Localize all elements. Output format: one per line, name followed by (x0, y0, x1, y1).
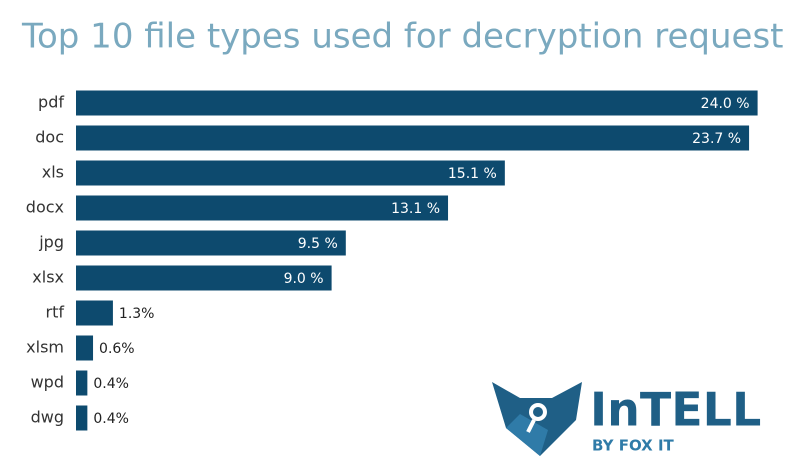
data-label: 1.3% (119, 306, 155, 322)
data-label: 13.1 % (391, 201, 440, 217)
bar (76, 265, 332, 291)
bar (76, 230, 346, 256)
data-label: 24.0 % (701, 96, 750, 112)
y-tick-label: doc (35, 128, 64, 147)
data-label: 0.4% (93, 376, 129, 392)
logo: InTELL BY FOX IT (492, 382, 761, 456)
bar (76, 405, 88, 431)
bar (76, 90, 758, 116)
data-label: 23.7 % (692, 131, 741, 147)
bar (76, 300, 113, 326)
logo-tagline: BY FOX IT (592, 437, 675, 455)
logo-lens-inner (533, 407, 543, 417)
data-label: 0.6% (99, 341, 135, 357)
y-tick-label: dwg (31, 408, 64, 427)
bar (76, 195, 449, 221)
y-tick-label: pdf (38, 93, 64, 112)
data-label: 15.1 % (448, 166, 497, 182)
bar (76, 125, 750, 151)
y-tick-label: docx (26, 198, 64, 217)
bar (76, 370, 88, 396)
chart-title: Top 10 file types used for decryption re… (21, 17, 784, 57)
bar (76, 160, 505, 186)
data-label: 9.0 % (284, 271, 324, 287)
data-label: 9.5 % (298, 236, 338, 252)
y-tick-label: rtf (46, 303, 65, 322)
y-tick-label: wpd (31, 373, 64, 392)
y-tick-label: xlsx (32, 268, 64, 287)
y-tick-label: jpg (38, 233, 64, 252)
data-label: 0.4% (93, 411, 129, 427)
bar (76, 335, 94, 361)
logo-handle (526, 419, 536, 433)
logo-name: InTELL (590, 383, 761, 437)
y-tick-label: xlsm (26, 338, 64, 357)
logo-shield-shade (506, 414, 548, 456)
y-tick-label: xls (42, 163, 64, 182)
